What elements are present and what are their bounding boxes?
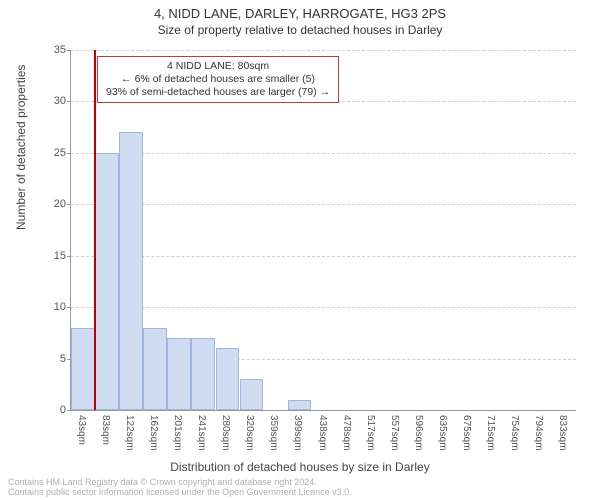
xtick-label: 83sqm bbox=[100, 415, 111, 445]
ytick-mark bbox=[67, 256, 71, 257]
subject-marker-line bbox=[94, 50, 96, 410]
ytick-label: 20 bbox=[36, 198, 66, 210]
xtick-label: 438sqm bbox=[317, 415, 328, 451]
ytick-label: 30 bbox=[36, 95, 66, 107]
chart-area: 0510152025303543sqm83sqm122sqm162sqm201s… bbox=[70, 50, 575, 410]
xtick-label: 794sqm bbox=[533, 415, 544, 451]
histogram-bar bbox=[288, 400, 312, 410]
xtick-label: 43sqm bbox=[76, 415, 87, 445]
gridline bbox=[71, 50, 576, 51]
xtick-label: 478sqm bbox=[341, 415, 352, 451]
footer-line2: Contains public sector information licen… bbox=[8, 488, 352, 498]
xtick-label: 517sqm bbox=[365, 415, 376, 451]
ytick-mark bbox=[67, 410, 71, 411]
chart-title-desc: Size of property relative to detached ho… bbox=[0, 21, 600, 37]
histogram-bar bbox=[167, 338, 191, 410]
gridline bbox=[71, 204, 576, 205]
ytick-label: 35 bbox=[36, 44, 66, 56]
xtick-label: 280sqm bbox=[220, 415, 231, 451]
gridline bbox=[71, 153, 576, 154]
xtick-label: 635sqm bbox=[437, 415, 448, 451]
ytick-mark bbox=[67, 153, 71, 154]
xtick-label: 675sqm bbox=[461, 415, 472, 451]
xtick-label: 596sqm bbox=[413, 415, 424, 451]
ytick-mark bbox=[67, 50, 71, 51]
xtick-label: 715sqm bbox=[485, 415, 496, 451]
gridline bbox=[71, 307, 576, 308]
histogram-bar bbox=[71, 328, 95, 410]
xtick-label: 359sqm bbox=[268, 415, 279, 451]
xtick-label: 399sqm bbox=[292, 415, 303, 451]
ytick-label: 25 bbox=[36, 147, 66, 159]
gridline bbox=[71, 256, 576, 257]
histogram-bar bbox=[191, 338, 215, 410]
annotation-line1: 4 NIDD LANE: 80sqm bbox=[106, 60, 330, 73]
ytick-mark bbox=[67, 307, 71, 308]
chart-title-address: 4, NIDD LANE, DARLEY, HARROGATE, HG3 2PS bbox=[0, 0, 600, 21]
xtick-label: 557sqm bbox=[389, 415, 400, 451]
histogram-bar bbox=[240, 379, 264, 410]
xtick-label: 241sqm bbox=[196, 415, 207, 451]
x-axis-label: Distribution of detached houses by size … bbox=[0, 460, 600, 474]
xtick-label: 833sqm bbox=[557, 415, 568, 451]
ytick-mark bbox=[67, 101, 71, 102]
xtick-label: 201sqm bbox=[172, 415, 183, 451]
xtick-label: 320sqm bbox=[244, 415, 255, 451]
histogram-bar bbox=[95, 153, 119, 410]
xtick-label: 754sqm bbox=[509, 415, 520, 451]
chart-container: 4, NIDD LANE, DARLEY, HARROGATE, HG3 2PS… bbox=[0, 0, 600, 500]
y-axis-label: Number of detached properties bbox=[14, 65, 28, 230]
annotation-line3: 93% of semi-detached houses are larger (… bbox=[106, 86, 330, 99]
annotation-line2: ← 6% of detached houses are smaller (5) bbox=[106, 73, 330, 86]
histogram-bar bbox=[216, 348, 240, 410]
xtick-label: 122sqm bbox=[124, 415, 135, 451]
ytick-label: 5 bbox=[36, 353, 66, 365]
ytick-label: 10 bbox=[36, 301, 66, 313]
histogram-bar bbox=[143, 328, 167, 410]
ytick-mark bbox=[67, 204, 71, 205]
histogram-bar bbox=[119, 132, 143, 410]
ytick-label: 0 bbox=[36, 404, 66, 416]
annotation-callout: 4 NIDD LANE: 80sqm ← 6% of detached hous… bbox=[97, 56, 339, 103]
footer-attribution: Contains HM Land Registry data © Crown c… bbox=[8, 478, 352, 498]
xtick-label: 162sqm bbox=[148, 415, 159, 451]
ytick-label: 15 bbox=[36, 250, 66, 262]
plot-region: 0510152025303543sqm83sqm122sqm162sqm201s… bbox=[70, 50, 576, 411]
